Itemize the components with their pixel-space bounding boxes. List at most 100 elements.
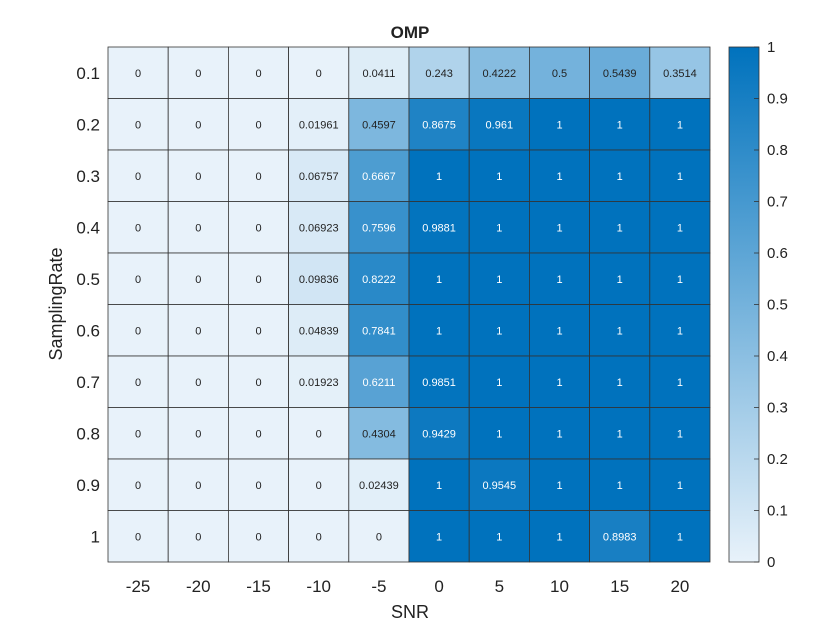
heatmap-cell — [348, 458, 410, 511]
x-tick-label: 15 — [610, 577, 629, 596]
cell-value-label: 0.01923 — [299, 377, 339, 389]
x-tick-labels: -25 -20 -15 -10 -5 0 5 10 15 20 — [126, 577, 690, 596]
cell-value-label: 0 — [195, 480, 201, 492]
cell-value-label: 0 — [135, 171, 141, 183]
x-tick-label: 20 — [670, 577, 689, 596]
y-tick-label: 0.9 — [76, 476, 100, 495]
heatmap-cell — [107, 304, 169, 357]
colorbar-tick-label: 0.2 — [767, 451, 788, 468]
heatmap-cell — [468, 149, 530, 202]
cell-value-label: 1 — [617, 171, 623, 183]
cell-value-label: 0 — [316, 531, 322, 543]
cell-value-label: 0.9545 — [482, 480, 516, 492]
heatmap-cell — [649, 149, 711, 202]
colorbar-tick-label: 0.6 — [767, 245, 788, 262]
heatmap-cell — [227, 510, 289, 563]
heatmap-cell — [227, 304, 289, 357]
heatmap-cell — [348, 252, 410, 305]
cell-value-label: 1 — [496, 377, 502, 389]
heatmap-cell — [348, 407, 410, 460]
cell-value-label: 0.4597 — [362, 119, 396, 131]
heatmap-cell — [288, 510, 350, 563]
y-tick-label: 0.5 — [76, 270, 100, 289]
cell-value-label: 1 — [677, 428, 683, 440]
cell-value-label: 0.01961 — [299, 119, 339, 131]
heatmap-cell — [288, 46, 350, 99]
y-tick-label: 0.8 — [76, 424, 100, 443]
cell-value-label: 0 — [376, 531, 382, 543]
heatmap-cell — [529, 407, 591, 460]
heatmap-cell — [227, 252, 289, 305]
cell-value-label: 0 — [135, 531, 141, 543]
cell-value-label: 1 — [677, 325, 683, 337]
cell-value-label: 1 — [556, 377, 562, 389]
heatmap-cell — [408, 98, 470, 151]
heatmap-cell — [589, 252, 651, 305]
heatmap-cell — [589, 458, 651, 511]
y-tick-label: 1 — [91, 527, 100, 546]
cell-value-label: 1 — [496, 274, 502, 286]
heatmap-cell — [167, 46, 229, 99]
heatmap-cell — [529, 252, 591, 305]
cell-value-label: 1 — [436, 274, 442, 286]
cell-value-label: 0 — [135, 119, 141, 131]
heatmap-cell — [649, 252, 711, 305]
cell-value-label: 0 — [195, 274, 201, 286]
cell-value-label: 0 — [255, 222, 261, 234]
cell-value-label: 1 — [617, 325, 623, 337]
cell-value-label: 0 — [255, 531, 261, 543]
heatmap-cell — [529, 458, 591, 511]
heatmap-cell — [589, 510, 651, 563]
heatmap-cell — [529, 355, 591, 408]
heatmap-cell — [529, 46, 591, 99]
colorbar-tick-label: 0.4 — [767, 348, 788, 365]
cell-value-label: 0 — [255, 274, 261, 286]
heatmap-cell — [589, 149, 651, 202]
cell-value-label: 0 — [195, 171, 201, 183]
x-tick-label: -15 — [246, 577, 271, 596]
heatmap-cell — [107, 46, 169, 99]
cell-value-label: 1 — [677, 480, 683, 492]
cell-value-label: 0.6211 — [362, 377, 395, 389]
cell-value-label: 1 — [677, 377, 683, 389]
cell-value-label: 0.02439 — [359, 480, 399, 492]
cell-value-label: 1 — [496, 428, 502, 440]
cell-value-label: 0 — [135, 274, 141, 286]
heatmap-cell — [529, 98, 591, 151]
cell-value-label: 0 — [195, 325, 201, 337]
heatmap-cell — [408, 252, 470, 305]
cell-value-label: 0 — [195, 222, 201, 234]
heatmap-cell — [408, 407, 470, 460]
heatmap-cell — [468, 510, 530, 563]
cell-value-label: 0.961 — [486, 119, 514, 131]
heatmap-cell — [107, 510, 169, 563]
heatmap-cell — [408, 510, 470, 563]
cell-value-label: 0.9851 — [422, 377, 456, 389]
colorbar-tick-label: 1 — [767, 39, 775, 56]
heatmap-cell — [348, 510, 410, 563]
cell-value-label: 0 — [255, 68, 261, 80]
heatmap-cell — [408, 355, 470, 408]
cell-value-label: 1 — [617, 377, 623, 389]
cell-value-label: 0 — [135, 68, 141, 80]
heatmap-cell — [167, 149, 229, 202]
heatmap-cell — [468, 201, 530, 254]
cell-value-label: 0.0411 — [362, 68, 395, 80]
x-tick-label: -5 — [371, 577, 386, 596]
cell-value-label: 1 — [677, 222, 683, 234]
x-tick-label: -25 — [126, 577, 151, 596]
cell-value-label: 0 — [255, 480, 261, 492]
cell-value-label: 0 — [316, 480, 322, 492]
y-axis-label: SamplingRate — [46, 247, 66, 360]
cell-value-label: 0 — [195, 68, 201, 80]
y-tick-label: 0.3 — [76, 167, 100, 186]
colorbar-tick-label: 0.9 — [767, 91, 788, 108]
heatmap-cell — [348, 304, 410, 357]
colorbar-tick-label: 0.3 — [767, 400, 788, 417]
heatmap-cell — [468, 355, 530, 408]
x-tick-label: 0 — [434, 577, 443, 596]
cell-value-label: 0 — [255, 377, 261, 389]
heatmap-cell — [649, 510, 711, 563]
cell-value-label: 1 — [617, 222, 623, 234]
